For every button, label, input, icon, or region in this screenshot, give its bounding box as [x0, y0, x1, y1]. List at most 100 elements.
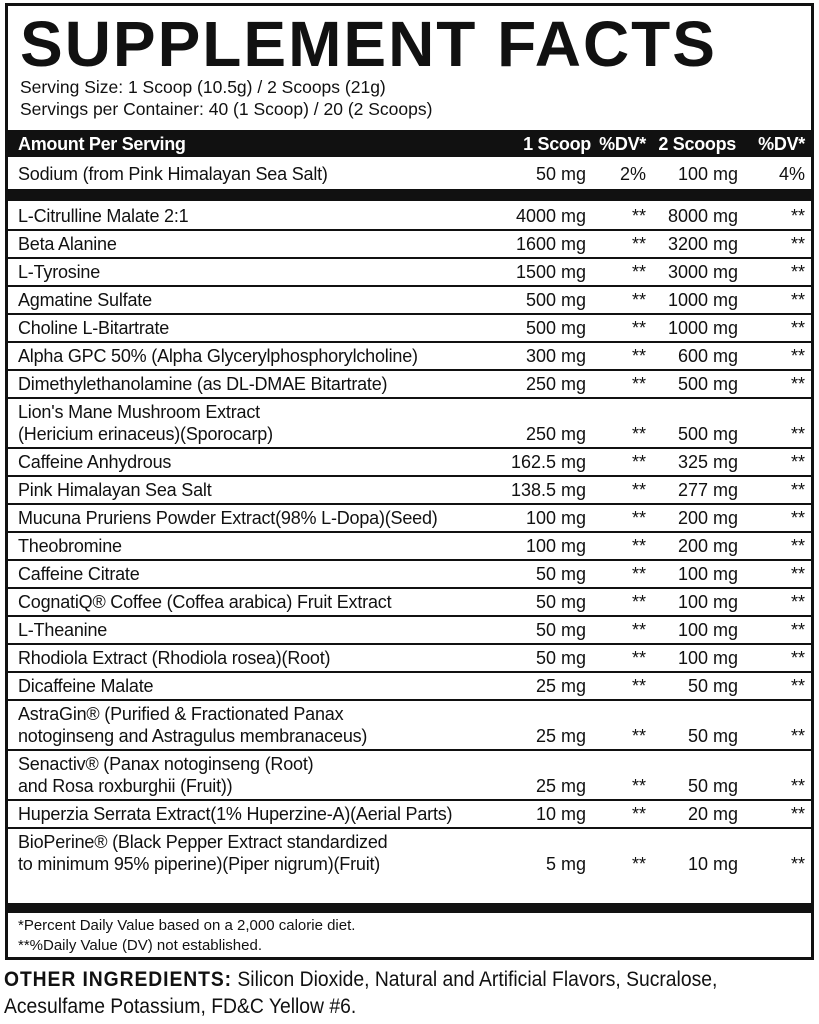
row-divider — [8, 257, 811, 259]
amount-2-scoops: 8000 mg — [667, 206, 738, 226]
amount-2-scoops: 200 mg — [677, 508, 738, 528]
dv-2-scoops: ** — [790, 480, 805, 500]
dv-1-scoop: ** — [631, 234, 646, 254]
amount-2-scoops: 500 mg — [677, 424, 738, 444]
amount-2-scoops: 1000 mg — [667, 290, 738, 310]
row-divider — [8, 397, 811, 399]
dv-2-scoops: ** — [790, 648, 805, 668]
amount-1-scoop: 138.5 mg — [510, 480, 586, 500]
amount-1-scoop: 50 mg — [535, 164, 586, 184]
ingredient-row: Lion's Mane Mushroom Extract (Hericium er… — [8, 398, 811, 448]
other-ingredients-label: OTHER INGREDIENTS: — [4, 968, 233, 991]
amount-1-scoop: 50 mg — [535, 620, 586, 640]
amount-2-scoops: 325 mg — [677, 452, 738, 472]
nutrient-name: Sodium (from Pink Himalayan Sea Salt) — [18, 164, 328, 184]
dv-1-scoop: ** — [631, 592, 646, 612]
dv-1-scoop: ** — [631, 374, 646, 394]
dv-2-scoops: ** — [790, 620, 805, 640]
row-divider — [8, 341, 811, 343]
row-divider — [8, 313, 811, 315]
dv-2-scoops: ** — [790, 262, 805, 282]
header-1-scoop: 1 Scoop — [523, 134, 591, 154]
amount-1-scoop: 50 mg — [535, 592, 586, 612]
amount-1-scoop: 50 mg — [535, 648, 586, 668]
ingredient-row: AstraGin® (Purified & Fractionated Panax… — [8, 700, 811, 750]
amount-1-scoop: 10 mg — [535, 804, 586, 824]
ingredient-name: CognatiQ® Coffee (Coffea arabica) Fruit … — [18, 592, 392, 612]
amount-1-scoop: 25 mg — [535, 726, 586, 746]
amount-2-scoops: 50 mg — [687, 676, 738, 696]
header-2-scoops: 2 Scoops — [658, 134, 736, 154]
dv-1-scoop: 2% — [619, 164, 646, 184]
row-divider — [8, 827, 811, 829]
row-divider — [8, 587, 811, 589]
amount-1-scoop: 162.5 mg — [510, 452, 586, 472]
dv-2-scoops: ** — [790, 776, 805, 796]
ingredient-name: BioPerine® (Black Pepper Extract standar… — [18, 832, 388, 852]
dv-1-scoop: ** — [631, 676, 646, 696]
servings-per-container: Servings per Container: 40 (1 Scoop) / 2… — [20, 99, 433, 119]
supplement-facts-panel: SUPPLEMENT FACTS Serving Size: 1 Scoop (… — [5, 3, 814, 960]
amount-1-scoop: 50 mg — [535, 564, 586, 584]
dv-2-scoops: ** — [790, 676, 805, 696]
thick-divider — [8, 189, 811, 201]
dv-1-scoop: ** — [631, 452, 646, 472]
ingredient-name: notoginseng and Astragulus membranaceus) — [18, 726, 368, 746]
row-divider — [8, 799, 811, 801]
row-divider — [8, 671, 811, 673]
ingredient-row: Senactiv® (Panax notoginseng (Root) and R… — [8, 750, 811, 800]
ingredient-row: L-Theanine 50 mg ** 100 mg ** — [8, 616, 811, 644]
amount-1-scoop: 5 mg — [545, 854, 586, 874]
other-ingredients: OTHER INGREDIENTS: Silicon Dioxide, Natu… — [4, 966, 751, 1020]
row-divider — [8, 475, 811, 477]
dv-1-scoop: ** — [631, 564, 646, 584]
ingredient-name: Senactiv® (Panax notoginseng (Root) — [18, 754, 314, 774]
other-ingredients-line2: Acesulfame Potassium, FD&C Yellow #6. — [4, 995, 357, 1018]
ingredient-name: L-Tyrosine — [18, 262, 101, 282]
ingredient-row: Huperzia Serrata Extract(1% Huperzine-A)… — [8, 800, 811, 828]
dv-2-scoops: ** — [790, 854, 805, 874]
ingredient-row: Choline L-Bitartrate 500 mg ** 1000 mg ** — [8, 314, 811, 342]
row-divider — [8, 559, 811, 561]
dv-2-scoops: ** — [790, 564, 805, 584]
ingredient-row: Dimethylethanolamine (as DL-DMAE Bitartr… — [8, 370, 811, 398]
ingredient-name: Caffeine Citrate — [18, 564, 140, 584]
dv-1-scoop: ** — [631, 804, 646, 824]
ingredient-name: (Hericium erinaceus)(Sporocarp) — [18, 424, 273, 444]
dv-2-scoops: ** — [790, 290, 805, 310]
ingredient-name: Lion's Mane Mushroom Extract — [18, 402, 260, 422]
amount-1-scoop: 1500 mg — [515, 262, 586, 282]
row-divider — [8, 699, 811, 701]
dv-2-scoops: ** — [790, 374, 805, 394]
ingredient-name: AstraGin® (Purified & Fractionated Panax — [18, 704, 344, 724]
ingredient-row: L-Citrulline Malate 2:1 4000 mg ** 8000 mg *… — [8, 202, 811, 230]
ingredient-name: Pink Himalayan Sea Salt — [18, 480, 212, 500]
row-divider — [8, 615, 811, 617]
ingredient-name: and Rosa roxburghii (Fruit)) — [18, 776, 233, 796]
header-dv-2: %DV* — [758, 134, 805, 154]
amount-1-scoop: 250 mg — [525, 424, 586, 444]
ingredient-row: L-Tyrosine 1500 mg ** 3000 mg ** — [8, 258, 811, 286]
ingredient-name: Alpha GPC 50% (Alpha Glycerylphosphorylc… — [18, 346, 418, 366]
row-divider — [8, 531, 811, 533]
amount-1-scoop: 500 mg — [525, 290, 586, 310]
ingredient-name: Dimethylethanolamine (as DL-DMAE Bitartr… — [18, 374, 388, 394]
dv-2-scoops: ** — [790, 726, 805, 746]
amount-2-scoops: 10 mg — [687, 854, 738, 874]
ingredient-row: Beta Alanine 1600 mg ** 3200 mg ** — [8, 230, 811, 258]
ingredient-row: CognatiQ® Coffee (Coffea arabica) Fruit … — [8, 588, 811, 616]
amount-1-scoop: 25 mg — [535, 776, 586, 796]
amount-1-scoop: 1600 mg — [515, 234, 586, 254]
amount-2-scoops: 50 mg — [687, 726, 738, 746]
amount-1-scoop: 250 mg — [525, 374, 586, 394]
footnote-dv: *Percent Daily Value based on a 2,000 ca… — [18, 917, 356, 934]
row-divider — [8, 749, 811, 751]
dv-1-scoop: ** — [631, 508, 646, 528]
ingredient-row: Caffeine Citrate 50 mg ** 100 mg ** — [8, 560, 811, 588]
amount-1-scoop: 100 mg — [525, 508, 586, 528]
dv-2-scoops: ** — [790, 424, 805, 444]
ingredient-row: Caffeine Anhydrous 162.5 mg ** 325 mg ** — [8, 448, 811, 476]
dv-2-scoops: ** — [790, 508, 805, 528]
ingredient-name: L-Citrulline Malate 2:1 — [18, 206, 189, 226]
amount-2-scoops: 20 mg — [687, 804, 738, 824]
